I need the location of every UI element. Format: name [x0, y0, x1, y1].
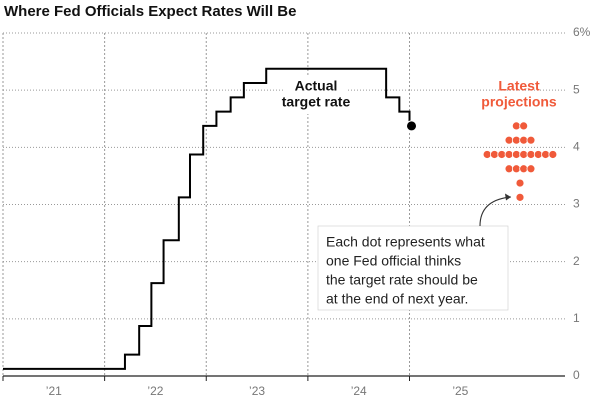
- projection-dot: [519, 164, 529, 174]
- projection-dot: [490, 150, 499, 159]
- note-line: the target rate should be: [326, 272, 478, 288]
- projection-dot: [511, 150, 521, 159]
- projection-dot: [526, 150, 536, 159]
- projection-dot: [526, 164, 536, 174]
- y-tick-label: 6%: [573, 25, 591, 39]
- projection-dot: [548, 150, 558, 159]
- chart-title: Where Fed Officials Expect Rates Will Be: [4, 3, 296, 20]
- projections-label: projections: [481, 94, 557, 110]
- projection-dot: [515, 192, 525, 202]
- projection-dot: [504, 150, 514, 159]
- y-tick-label: 3: [573, 197, 580, 211]
- x-tick-label: ’21: [46, 384, 62, 398]
- arrow-head: [505, 193, 511, 201]
- x-tick-label: ’23: [249, 384, 265, 398]
- projection-dot: [504, 135, 514, 145]
- note-line: at the end of next year.: [326, 291, 468, 307]
- actual-label: target rate: [282, 94, 351, 110]
- projection-dot: [497, 150, 507, 159]
- projection-dot: [526, 135, 536, 145]
- projection-dot: [519, 121, 529, 131]
- y-tick-label: 4: [573, 140, 580, 154]
- end-dot: [406, 120, 418, 132]
- projection-dot: [533, 150, 543, 159]
- x-tick-label: ’24: [351, 384, 367, 398]
- y-tick-label: 5: [573, 82, 580, 96]
- note-line: one Fed official thinks: [326, 253, 461, 269]
- y-tick-label: 1: [573, 311, 580, 325]
- projection-dot: [519, 135, 529, 145]
- projection-dot: [541, 150, 550, 159]
- projection-dot: [511, 121, 521, 131]
- x-tick-label: ’22: [147, 384, 163, 398]
- step-line: [3, 67, 411, 370]
- y-tick-label: 0: [573, 368, 580, 382]
- note-line: Each dot represents what: [326, 234, 485, 250]
- actual-label: Actual: [295, 78, 338, 94]
- projection-dot: [504, 164, 514, 174]
- projections-label: Latest: [498, 78, 540, 94]
- callout-arrow: [479, 196, 512, 227]
- grid: 0 1 2 3 4 5 6% ’21 ’22 ’23 ’24 ’25: [2, 25, 591, 398]
- projection-dot: [482, 150, 492, 159]
- projection-dot: [515, 178, 525, 188]
- callout-box: [317, 225, 509, 311]
- label-backgrounds: [284, 76, 509, 311]
- projection-dot: [511, 164, 521, 174]
- x-tick-label: ’25: [452, 384, 468, 398]
- projection-dot: [519, 150, 529, 159]
- projection-dot: [511, 135, 521, 145]
- data: [3, 67, 558, 370]
- y-tick-label: 2: [573, 254, 580, 268]
- label-background: [284, 76, 348, 114]
